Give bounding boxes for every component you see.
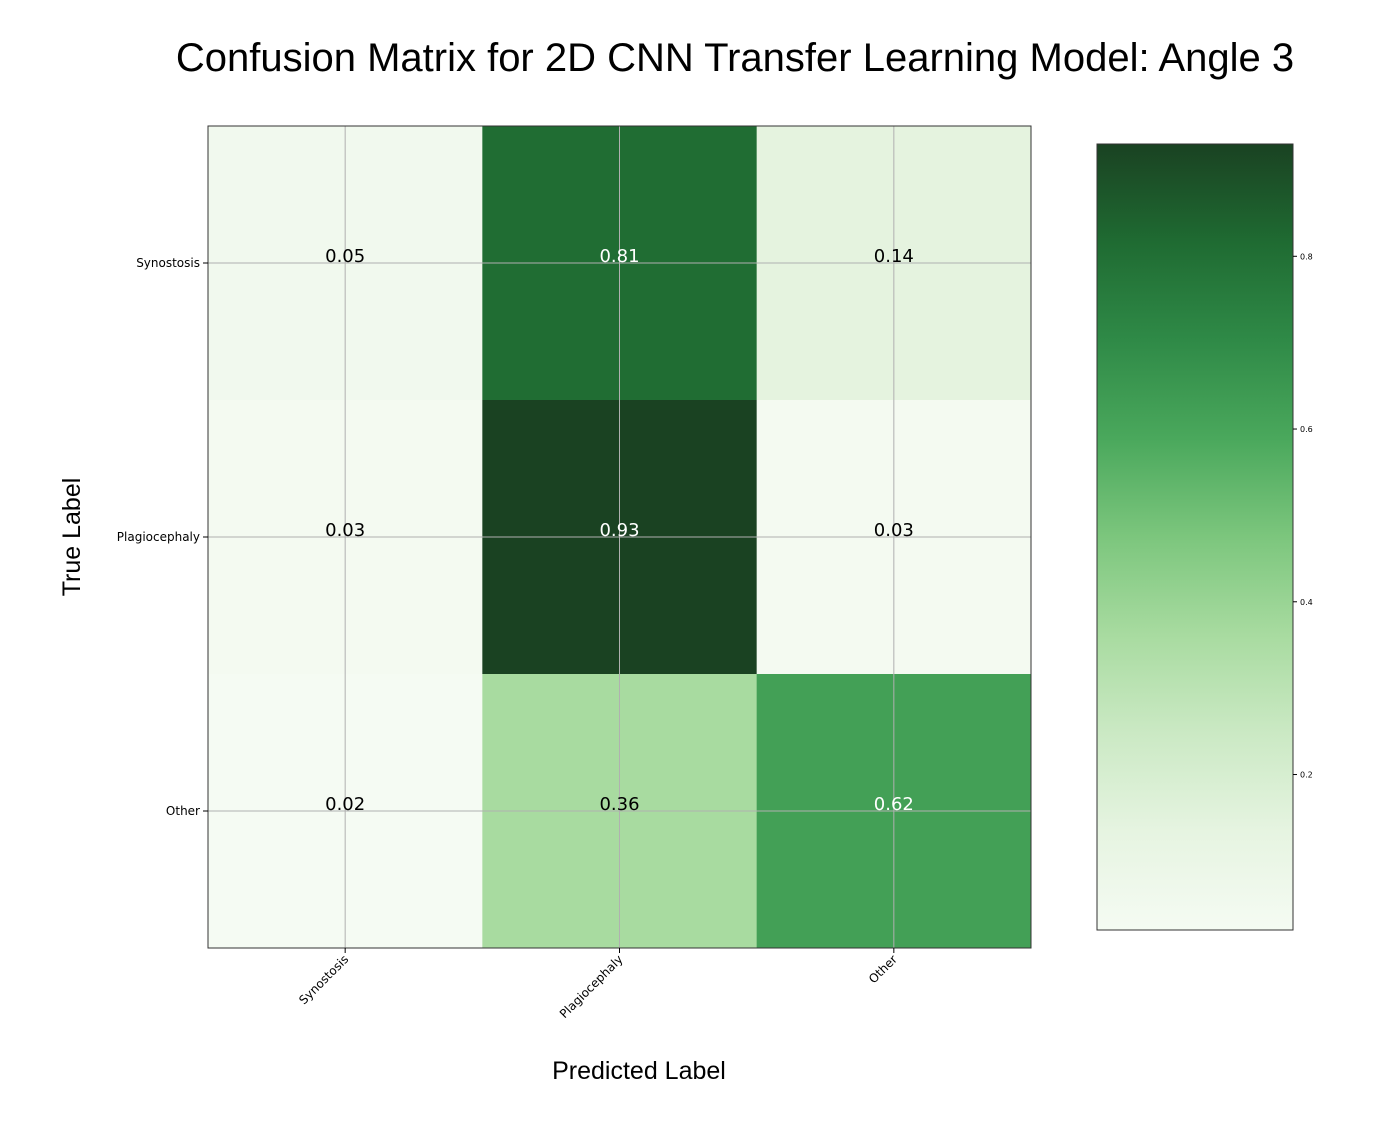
chart-title: Confusion Matrix for 2D CNN Transfer Lea… bbox=[175, 36, 1295, 80]
y-tick-label: Other bbox=[166, 804, 200, 818]
y-tick-label: Plagiocephaly bbox=[117, 530, 200, 544]
colorbar-tick-label: 0.6 bbox=[1300, 425, 1313, 434]
x-tick-label: Plagiocephaly bbox=[557, 952, 626, 1021]
colorbar-tick-label: 0.4 bbox=[1300, 598, 1313, 607]
cell-value-label: 0.05 bbox=[325, 246, 365, 267]
cell-value-label: 0.14 bbox=[874, 246, 914, 267]
y-tick-label: Synostosis bbox=[136, 256, 200, 270]
cell-value-label: 0.03 bbox=[325, 520, 365, 541]
colorbar bbox=[1096, 143, 1294, 931]
y-axis-ticks: Synostosis Plagiocephaly Other bbox=[117, 256, 208, 818]
x-tick-label: Other bbox=[866, 952, 900, 986]
colorbar-ticks: 0.2 0.4 0.6 0.8 bbox=[1293, 252, 1313, 780]
x-tick-label: Synostosis bbox=[296, 952, 351, 1007]
cell-value-label: 0.62 bbox=[874, 794, 914, 815]
grid-lines bbox=[208, 126, 1031, 948]
cell-value-label: 0.02 bbox=[325, 794, 365, 815]
cell-value-label: 0.03 bbox=[874, 520, 914, 541]
x-axis-ticks: Synostosis Plagiocephaly Other bbox=[296, 948, 900, 1021]
cell-value-label: 0.93 bbox=[599, 520, 639, 541]
y-axis-label: True Label bbox=[58, 478, 86, 597]
cell-value-label: 0.36 bbox=[599, 794, 639, 815]
colorbar-tick-label: 0.2 bbox=[1300, 771, 1313, 780]
colorbar-tick-label: 0.8 bbox=[1300, 252, 1313, 261]
cell-value-labels: 0.05 0.81 0.14 0.03 0.93 0.03 0.02 0.36 0.62 bbox=[325, 246, 914, 815]
x-axis-label: Predicted Label bbox=[552, 1057, 726, 1085]
cell-value-label: 0.81 bbox=[599, 246, 639, 267]
